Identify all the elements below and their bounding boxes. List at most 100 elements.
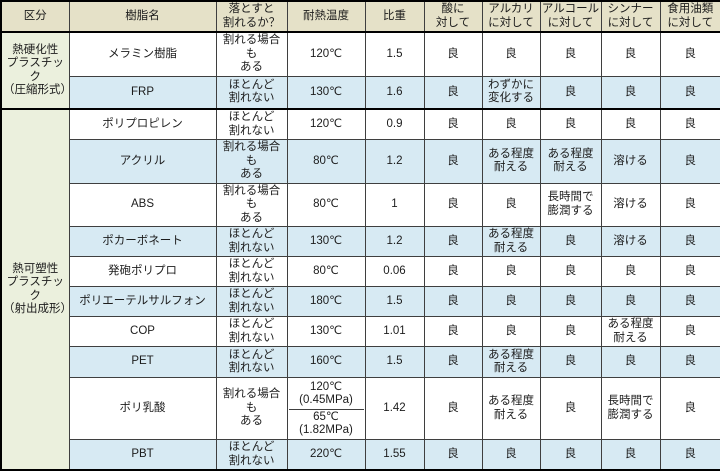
gravity-cell: 1.5 (364, 31, 425, 77)
resin-name-cell: ポリ乳酸 (68, 377, 217, 440)
resin-name-cell: PBT (68, 439, 217, 471)
crack-cell: ほとんど 割れない (215, 316, 288, 347)
heat-sub-value: 120℃ (0.45MPa) (299, 380, 353, 406)
table-row: アクリル 割れる場合も ある 80℃ 1.2 良ある程度 耐える ある程度 耐える 溶ける良 (1, 139, 720, 184)
alcohol-cell: 良 (539, 316, 602, 347)
gravity-cell: 1.6 (364, 75, 425, 110)
gravity-cell: 0.9 (364, 108, 425, 140)
gravity-cell: 1.42 (364, 377, 425, 440)
heat-cell: 120℃ (286, 31, 366, 77)
table-row: 熱可塑性 プラスチック （射出成形） ポリプロピレン ほとんど 割れない 120℃ 0.… (0, 108, 720, 471)
oil-cell: 良 (659, 108, 720, 140)
gravity-cell: 1.01 (364, 316, 425, 347)
thinner-cell: 長時間で 膨潤する (600, 377, 661, 440)
column-header-resin: 樹脂名 (68, 0, 217, 33)
table-row: COP ほとんど 割れない 130℃ 1.01 良良良ある程度 耐える良 (1, 316, 720, 347)
oil-cell: 良 (659, 316, 720, 347)
table-row: FRP ほとんど 割れない 130℃ 1.6 良わずかに 変化する良良良 (1, 75, 720, 110)
alkali-cell: 良 (481, 286, 541, 317)
oil-cell: 良 (659, 139, 720, 184)
thinner-cell: 溶ける (600, 139, 661, 184)
heat-cell: 120℃ (0.45MPa) 65℃ (1.82MPa) (286, 377, 366, 440)
alkali-cell: 良 (481, 108, 541, 140)
alcohol-cell: 良 (539, 31, 602, 77)
acid-cell: 良 (423, 108, 483, 140)
crack-cell: ほとんど 割れない (215, 346, 288, 378)
heat-cell: 130℃ (286, 226, 366, 257)
acid-cell: 良 (423, 226, 483, 257)
table-body: 熱硬化性 プラスチック （圧縮形式） メラミン樹脂 割れる場合も ある 120℃ 1.5… (0, 31, 720, 471)
alkali-cell: 良 (481, 31, 541, 77)
column-header-alcohol: アルコール に対して (539, 0, 602, 33)
alkali-cell: 良 (481, 316, 541, 347)
alcohol-cell: 良 (539, 439, 602, 471)
heat-cell: 80℃ (286, 139, 366, 184)
heat-sub-value: 65℃ (1.82MPa) (288, 408, 364, 439)
alcohol-cell: 良 (539, 226, 602, 257)
resin-name-cell: PET (68, 346, 217, 378)
heat-cell: 180℃ (286, 286, 366, 317)
thinner-cell: 良 (600, 286, 661, 317)
acid-cell: 良 (423, 139, 483, 184)
alcohol-cell: 長時間で 膨潤する (539, 182, 602, 227)
gravity-cell: 1.2 (364, 226, 425, 257)
heat-cell: 220℃ (286, 439, 366, 471)
gravity-cell: 1.55 (364, 439, 425, 471)
column-header-acid: 酸に 対して (423, 0, 483, 33)
oil-cell: 良 (659, 377, 720, 440)
alkali-cell: ある程度 耐える (481, 377, 541, 440)
crack-cell: 割れる場合も ある (215, 139, 288, 184)
column-header-category: 区分 (0, 0, 70, 33)
thinner-cell: 良 (600, 31, 661, 77)
category-cell: 熱可塑性 プラスチック （射出成形） (0, 108, 70, 471)
thinner-cell: 良 (600, 75, 661, 110)
crack-cell: 割れる場合も ある (215, 31, 288, 77)
heat-cell: 130℃ (286, 316, 366, 347)
thinner-cell: 溶ける (600, 226, 661, 257)
resin-name-cell: ポリエーテルサルフォン (68, 286, 217, 317)
alkali-cell: 良 (481, 256, 541, 287)
oil-cell: 良 (659, 75, 720, 110)
column-header-alkali: アルカリ に対して (481, 0, 541, 33)
table-row: ポリ乳酸 割れる場合も ある 120℃ (0.45MPa) 65℃ (1.82MPa)… (1, 377, 720, 440)
header-row: 区分 樹脂名 落とすと 割れるか？ 耐熱温度 比重 酸に 対して アルカリ に対して アルコー… (0, 0, 720, 33)
acid-cell: 良 (423, 377, 483, 440)
gravity-cell: 0.06 (364, 256, 425, 287)
resin-name-cell: FRP (68, 75, 217, 110)
thinner-cell: 良 (600, 256, 661, 287)
oil-cell: 良 (659, 31, 720, 77)
crack-cell: 割れる場合も ある (215, 377, 288, 440)
oil-cell: 良 (659, 182, 720, 227)
alcohol-cell: 良 (539, 377, 602, 440)
resin-name-cell: 発砲ポリプロ (68, 256, 217, 287)
oil-cell: 良 (659, 439, 720, 471)
acid-cell: 良 (423, 256, 483, 287)
acid-cell: 良 (423, 75, 483, 110)
resin-name-cell: アクリル (68, 139, 217, 184)
acid-cell: 良 (423, 439, 483, 471)
heat-cell: 160℃ (286, 346, 366, 378)
alkali-cell: 良 (481, 439, 541, 471)
crack-cell: ほとんど 割れない (215, 108, 288, 140)
column-header-oil: 食用油類 に対して (659, 0, 720, 33)
alcohol-cell: 良 (539, 75, 602, 110)
heat-cell: 130℃ (286, 75, 366, 110)
column-header-heat: 耐熱温度 (286, 0, 366, 33)
alkali-cell: わずかに 変化する (481, 75, 541, 110)
column-header-crack: 落とすと 割れるか？ (215, 0, 288, 33)
thinner-cell: 良 (600, 439, 661, 471)
heat-cell: 80℃ (286, 182, 366, 227)
alkali-cell: ある程度 耐える (481, 346, 541, 378)
alkali-cell: ある程度 耐える (481, 226, 541, 257)
alcohol-cell: 良 (539, 108, 602, 140)
column-header-gravity: 比重 (364, 0, 425, 33)
resin-name-cell: COP (68, 316, 217, 347)
heat-cell: 80℃ (286, 256, 366, 287)
alkali-cell: ある程度 耐える (481, 139, 541, 184)
gravity-cell: 1.2 (364, 139, 425, 184)
crack-cell: ほとんど 割れない (215, 286, 288, 317)
category-cell: 熱硬化性 プラスチック （圧縮形式） (0, 31, 70, 110)
heat-cell: 120℃ (286, 108, 366, 140)
alcohol-cell: 良 (539, 346, 602, 378)
